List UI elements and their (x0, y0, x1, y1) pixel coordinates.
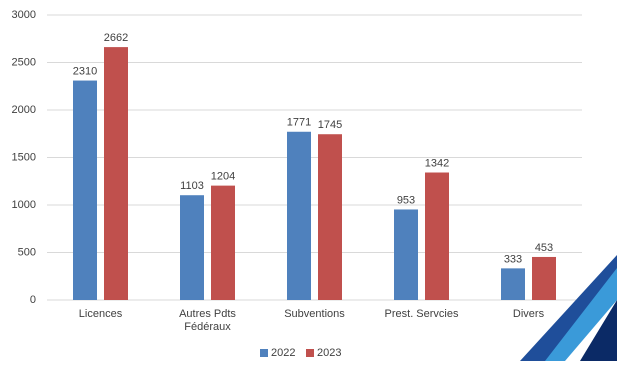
legend-label: 2023 (317, 347, 341, 359)
x-tick-label-box: Divers (512, 308, 545, 320)
bar (425, 172, 449, 300)
legend-label: 2022 (271, 347, 295, 359)
legend-swatch (260, 349, 268, 357)
value-label: 1745 (318, 119, 342, 131)
bar (287, 131, 311, 300)
bar (394, 209, 418, 300)
x-tick-label-box: Subventions (284, 308, 345, 320)
bar (211, 185, 235, 300)
value-label: 2310 (73, 65, 97, 77)
value-label: 1771 (287, 117, 311, 129)
x-tick-label: Autres Pdts Fédéraux (179, 308, 236, 333)
x-tick-label: Divers (512, 308, 545, 320)
y-tick-label: 1500 (12, 151, 36, 163)
x-tick-label: Licences (78, 308, 123, 320)
value-label: 1103 (180, 180, 204, 192)
x-tick-label-box: Prest. Servcies (384, 308, 459, 320)
bar (532, 256, 556, 300)
value-label: 1342 (425, 157, 449, 169)
x-tick-label-box: Autres Pdts Fédéraux (179, 308, 236, 333)
y-tick-label: 2500 (12, 56, 36, 68)
value-label: 2662 (104, 32, 128, 44)
x-tick-label-box: Licences (78, 308, 123, 320)
x-tick-label: Subventions (284, 308, 345, 320)
bar (73, 80, 97, 300)
y-tick-label: 0 (30, 294, 36, 306)
y-tick-label: 3000 (12, 9, 36, 21)
value-label: 453 (535, 242, 553, 254)
bar (104, 47, 128, 300)
y-tick-label: 500 (18, 246, 36, 258)
value-label: 953 (397, 194, 415, 206)
value-label: 1204 (211, 171, 235, 183)
x-tick-label: Prest. Servcies (384, 308, 459, 320)
legend: 2022 2023 (260, 347, 341, 359)
y-tick-label: 2000 (12, 104, 36, 116)
legend-swatch (306, 349, 314, 357)
y-tick-label: 1000 (12, 199, 36, 211)
bar (318, 134, 342, 300)
bar (180, 195, 204, 300)
value-label: 333 (504, 253, 522, 265)
bar (501, 268, 525, 300)
decoration (520, 255, 617, 361)
